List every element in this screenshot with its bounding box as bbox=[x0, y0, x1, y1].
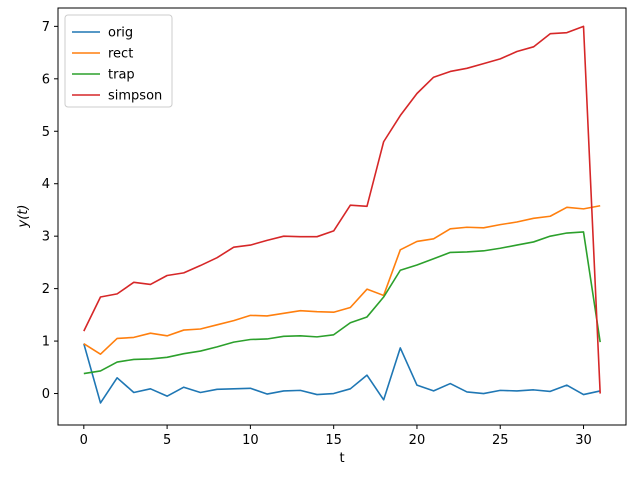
x-tick-label: 25 bbox=[492, 433, 509, 448]
legend-label-simpson: simpson bbox=[108, 89, 162, 104]
legend-label-trap: trap bbox=[108, 68, 135, 83]
legend-box bbox=[64, 14, 173, 108]
series-layer bbox=[83, 25, 601, 404]
legend: orig rect trap simpson bbox=[64, 14, 173, 108]
y-tick-label: 6 bbox=[42, 72, 50, 87]
series-line-orig bbox=[83, 343, 601, 404]
x-tick-label: 5 bbox=[163, 433, 171, 448]
y-tick-label: 1 bbox=[42, 335, 50, 350]
legend-label-orig: orig bbox=[108, 26, 133, 41]
series-line-simpson bbox=[83, 25, 601, 394]
legend-label-rect: rect bbox=[108, 47, 133, 62]
y-tick-label: 0 bbox=[42, 387, 50, 402]
x-tick-label: 0 bbox=[80, 433, 88, 448]
x-tick-label: 20 bbox=[409, 433, 426, 448]
y-tick-label: 5 bbox=[42, 125, 50, 140]
series-line-rect bbox=[83, 204, 601, 355]
y-axis-label: y(t) bbox=[16, 205, 31, 229]
y-tick-label: 4 bbox=[42, 177, 50, 192]
y-tick-label: 3 bbox=[42, 230, 50, 245]
y-tick-label: 7 bbox=[42, 20, 50, 35]
series-line-trap bbox=[83, 231, 601, 375]
y-tick-label: 2 bbox=[42, 282, 50, 297]
x-tick-label: 30 bbox=[575, 433, 592, 448]
x-tick-label: 10 bbox=[242, 433, 259, 448]
x-axis-label: t bbox=[339, 451, 344, 466]
y-axis-ticks: 0 1 2 3 4 5 6 7 bbox=[42, 20, 58, 402]
x-axis-ticks: 0 5 10 15 20 25 30 bbox=[80, 425, 592, 448]
x-tick-label: 15 bbox=[325, 433, 342, 448]
